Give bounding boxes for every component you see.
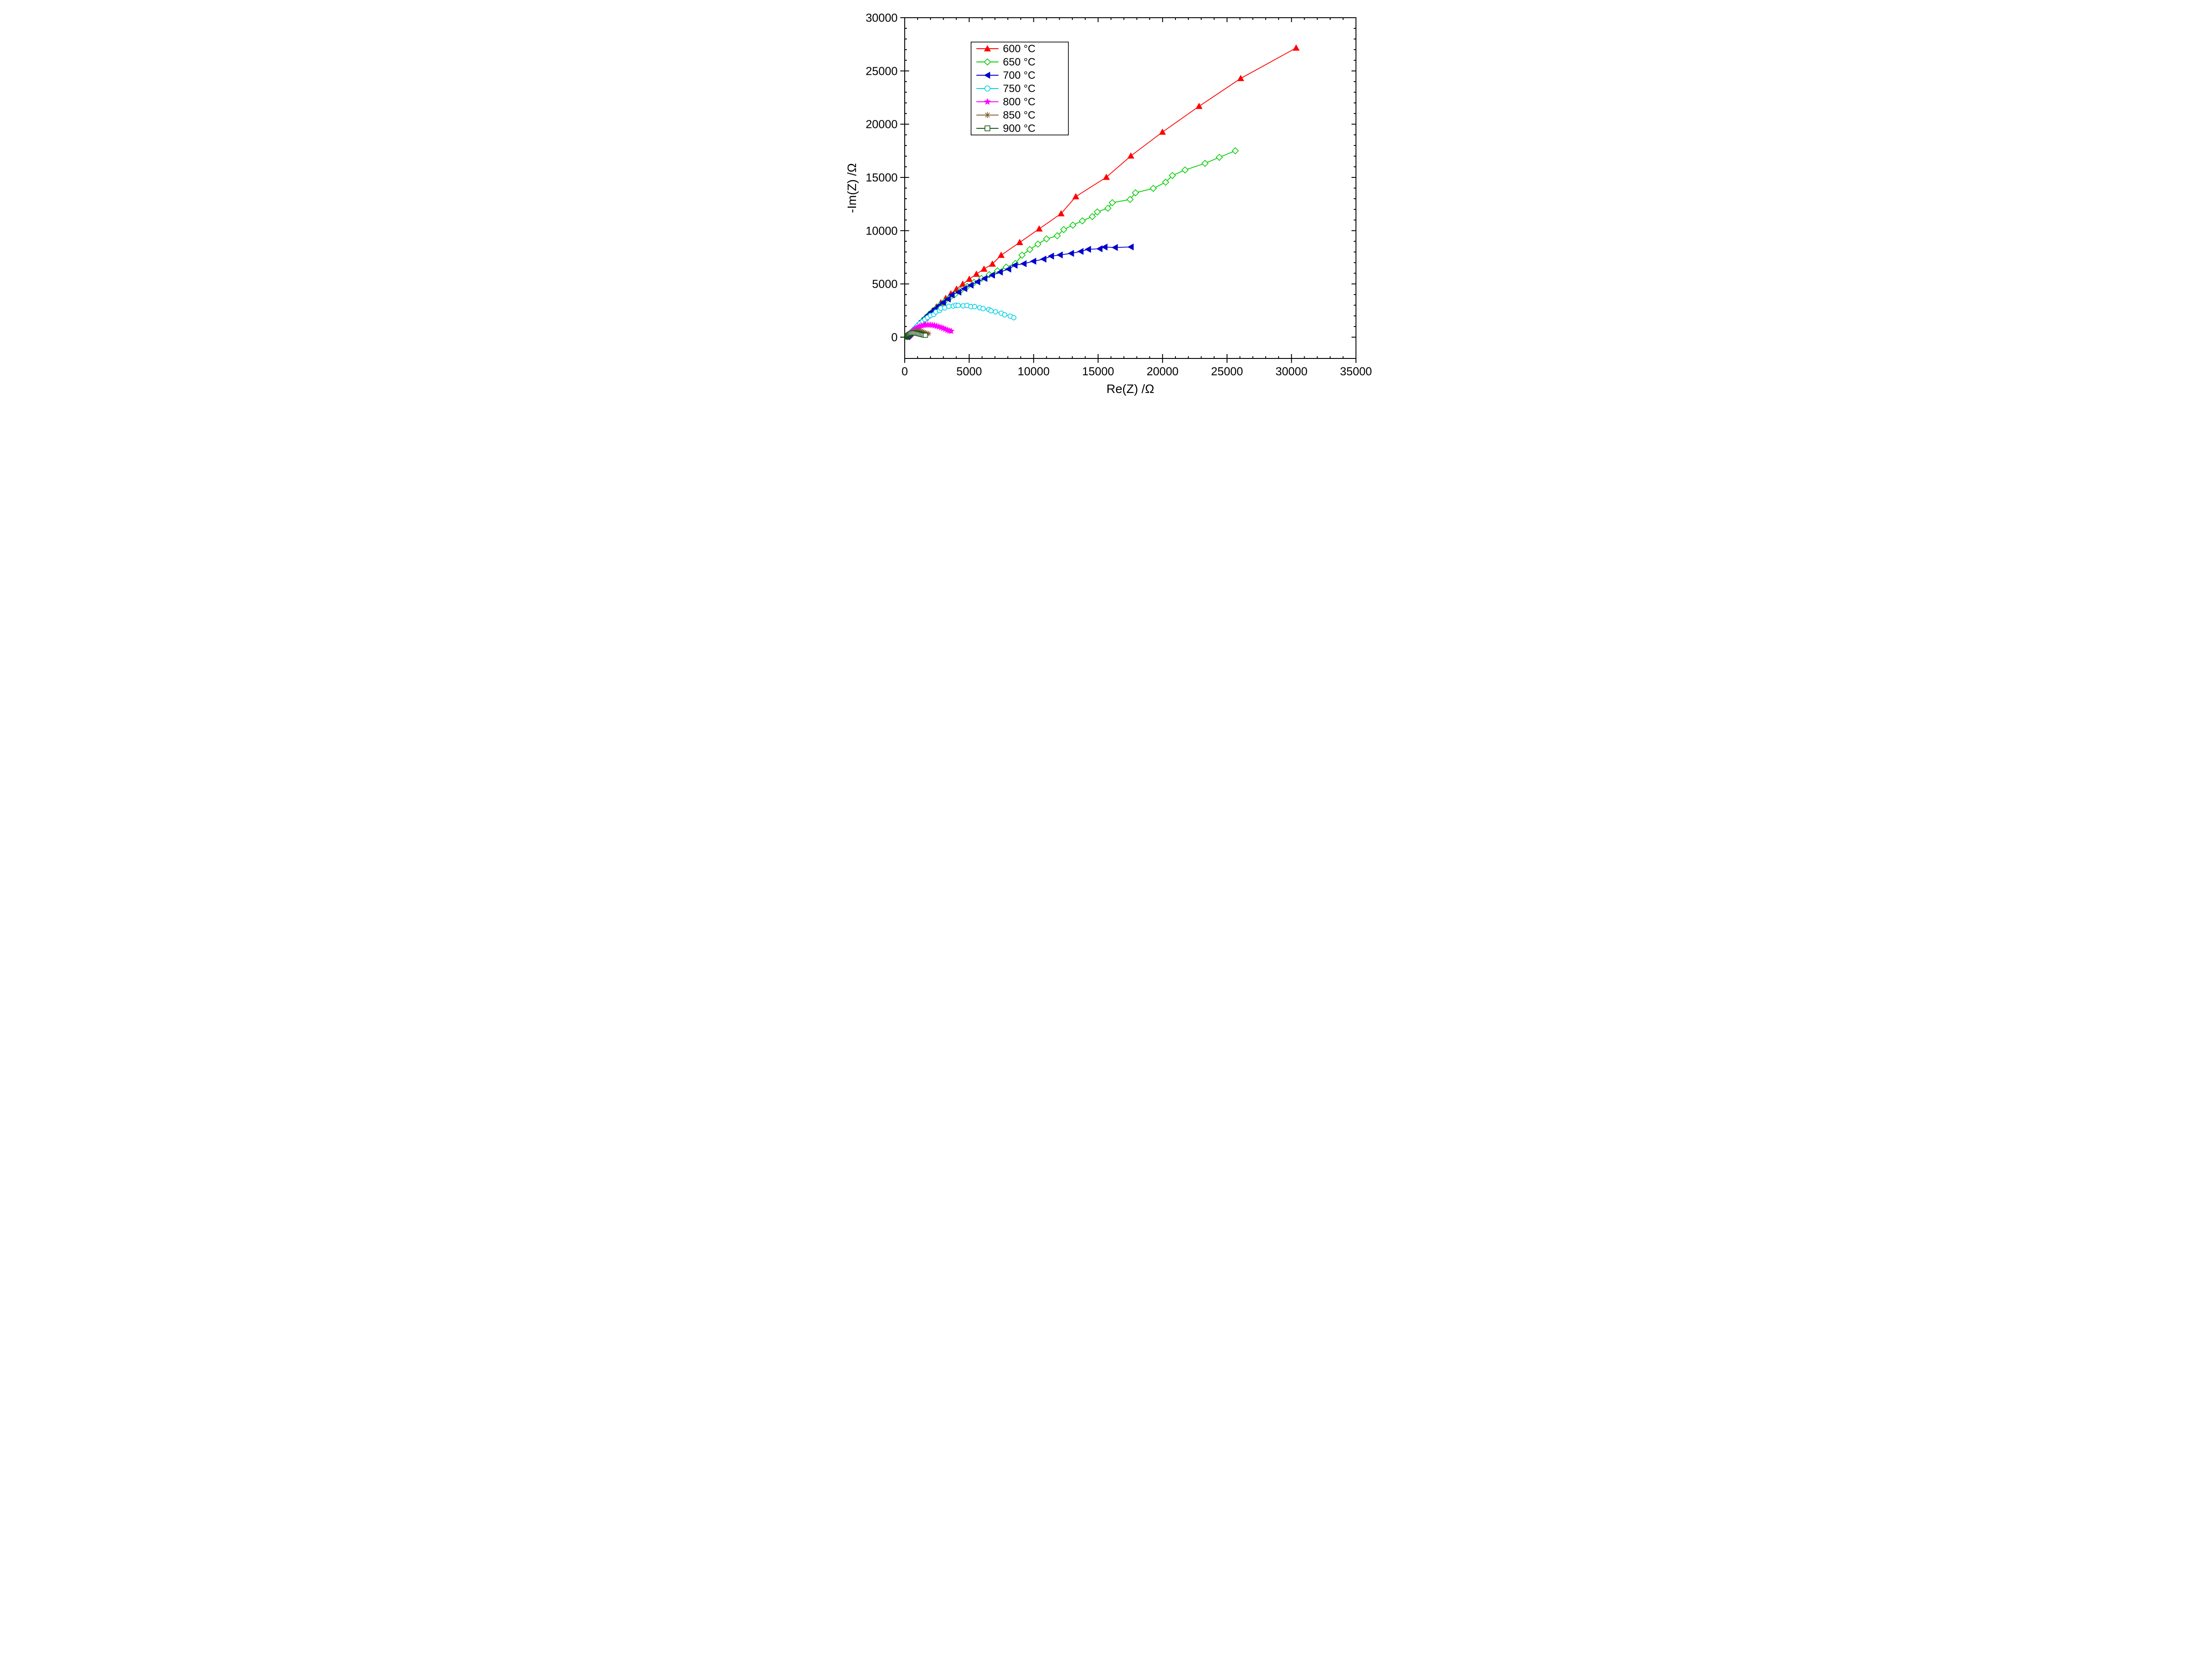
chart-svg: 0 5000 10000 15000 20000 25000 30000 35000 0 5000…	[830, 0, 1382, 418]
series-900-°C	[904, 331, 927, 339]
svg-text:15000: 15000	[1082, 365, 1114, 378]
legend-item-label: 650 °C	[1003, 56, 1036, 68]
legend-item-label: 800 °C	[1003, 96, 1036, 108]
legend-item-label: 850 °C	[1003, 109, 1036, 121]
x-axis-label: Re(Z) /Ω	[1106, 382, 1154, 396]
legend-item-label: 700 °C	[1003, 69, 1036, 81]
legend: 600 °C650 °C700 °C 750 °C800 °C850 °C 900 …	[971, 42, 1068, 135]
legend-item-label: 750 °C	[1003, 83, 1036, 95]
svg-text:30000: 30000	[866, 11, 898, 24]
nyquist-plot: 0 5000 10000 15000 20000 25000 30000 35000 0 5000…	[830, 0, 1382, 418]
svg-text:20000: 20000	[866, 118, 898, 131]
svg-text:25000: 25000	[866, 64, 898, 77]
svg-text:25000: 25000	[1211, 365, 1243, 378]
svg-text:10000: 10000	[866, 224, 898, 237]
svg-text:20000: 20000	[1147, 365, 1179, 378]
svg-text:15000: 15000	[866, 171, 898, 184]
svg-text:0: 0	[902, 365, 908, 378]
svg-text:35000: 35000	[1340, 365, 1372, 378]
legend-item-label: 600 °C	[1003, 43, 1036, 55]
series-650-°C	[904, 148, 1238, 340]
legend-item-label: 900 °C	[1003, 123, 1036, 135]
y-axis-label: -Im(Z) /Ω	[845, 163, 859, 213]
svg-text:5000: 5000	[872, 277, 898, 291]
svg-text:0: 0	[891, 331, 898, 344]
svg-text:30000: 30000	[1275, 365, 1307, 378]
svg-text:10000: 10000	[1018, 365, 1049, 378]
svg-text:5000: 5000	[956, 365, 982, 378]
series-600-°C	[904, 45, 1299, 339]
